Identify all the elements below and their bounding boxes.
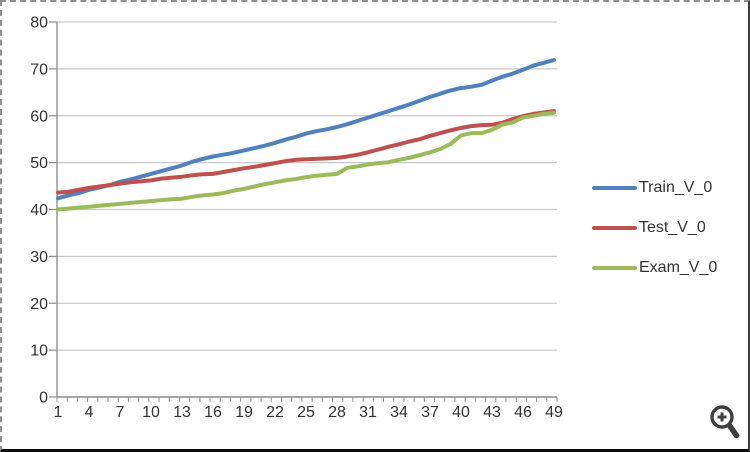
x-tick-label: 43 <box>483 404 501 421</box>
zoom-in-button[interactable] <box>702 399 744 443</box>
legend-item-test_v_0: Test_V_0 <box>592 218 706 238</box>
x-tick-label: 40 <box>452 404 470 421</box>
y-tick-label: 60 <box>30 108 48 125</box>
x-tick-label: 10 <box>142 404 160 421</box>
x-tick-label: 19 <box>235 404 253 421</box>
x-tick-label: 37 <box>421 404 439 421</box>
x-tick-label: 16 <box>204 404 222 421</box>
x-tick-label: 4 <box>85 404 94 421</box>
y-tick-label: 30 <box>30 249 48 266</box>
legend-label: Exam_V_0 <box>639 259 718 276</box>
y-tick-label: 50 <box>30 155 48 172</box>
x-tick-label: 31 <box>359 404 377 421</box>
y-tick-label: 70 <box>30 61 48 78</box>
x-tick-label: 13 <box>173 404 191 421</box>
y-tick-label: 0 <box>39 390 48 407</box>
legend-swatch-icon <box>592 186 637 190</box>
x-tick-label: 1 <box>54 404 63 421</box>
y-tick-label: 80 <box>30 15 48 32</box>
legend-item-train_v_0: Train_V_0 <box>592 178 712 198</box>
legend-label: Test_V_0 <box>639 219 706 236</box>
legend-swatch-icon <box>592 226 637 230</box>
x-tick-label: 46 <box>514 404 532 421</box>
series-line-test_v_0 <box>56 109 556 195</box>
series-line-exam_v_0 <box>56 110 556 212</box>
x-tick-label: 22 <box>266 404 284 421</box>
x-tick-label: 25 <box>297 404 315 421</box>
zoom-in-magnifier-icon <box>710 405 740 439</box>
legend-label: Train_V_0 <box>639 179 713 196</box>
y-tick-label: 40 <box>30 202 48 219</box>
x-tick-label: 28 <box>328 404 346 421</box>
series-line-train_v_0 <box>56 58 556 201</box>
y-tick-label: 10 <box>30 343 48 360</box>
legend-item-exam_v_0: Exam_V_0 <box>592 258 717 278</box>
x-tick-label: 49 <box>545 404 563 421</box>
y-tick-label: 20 <box>30 296 48 313</box>
x-tick-label: 7 <box>116 404 125 421</box>
legend-swatch-icon <box>592 266 637 270</box>
x-tick-label: 34 <box>390 404 408 421</box>
